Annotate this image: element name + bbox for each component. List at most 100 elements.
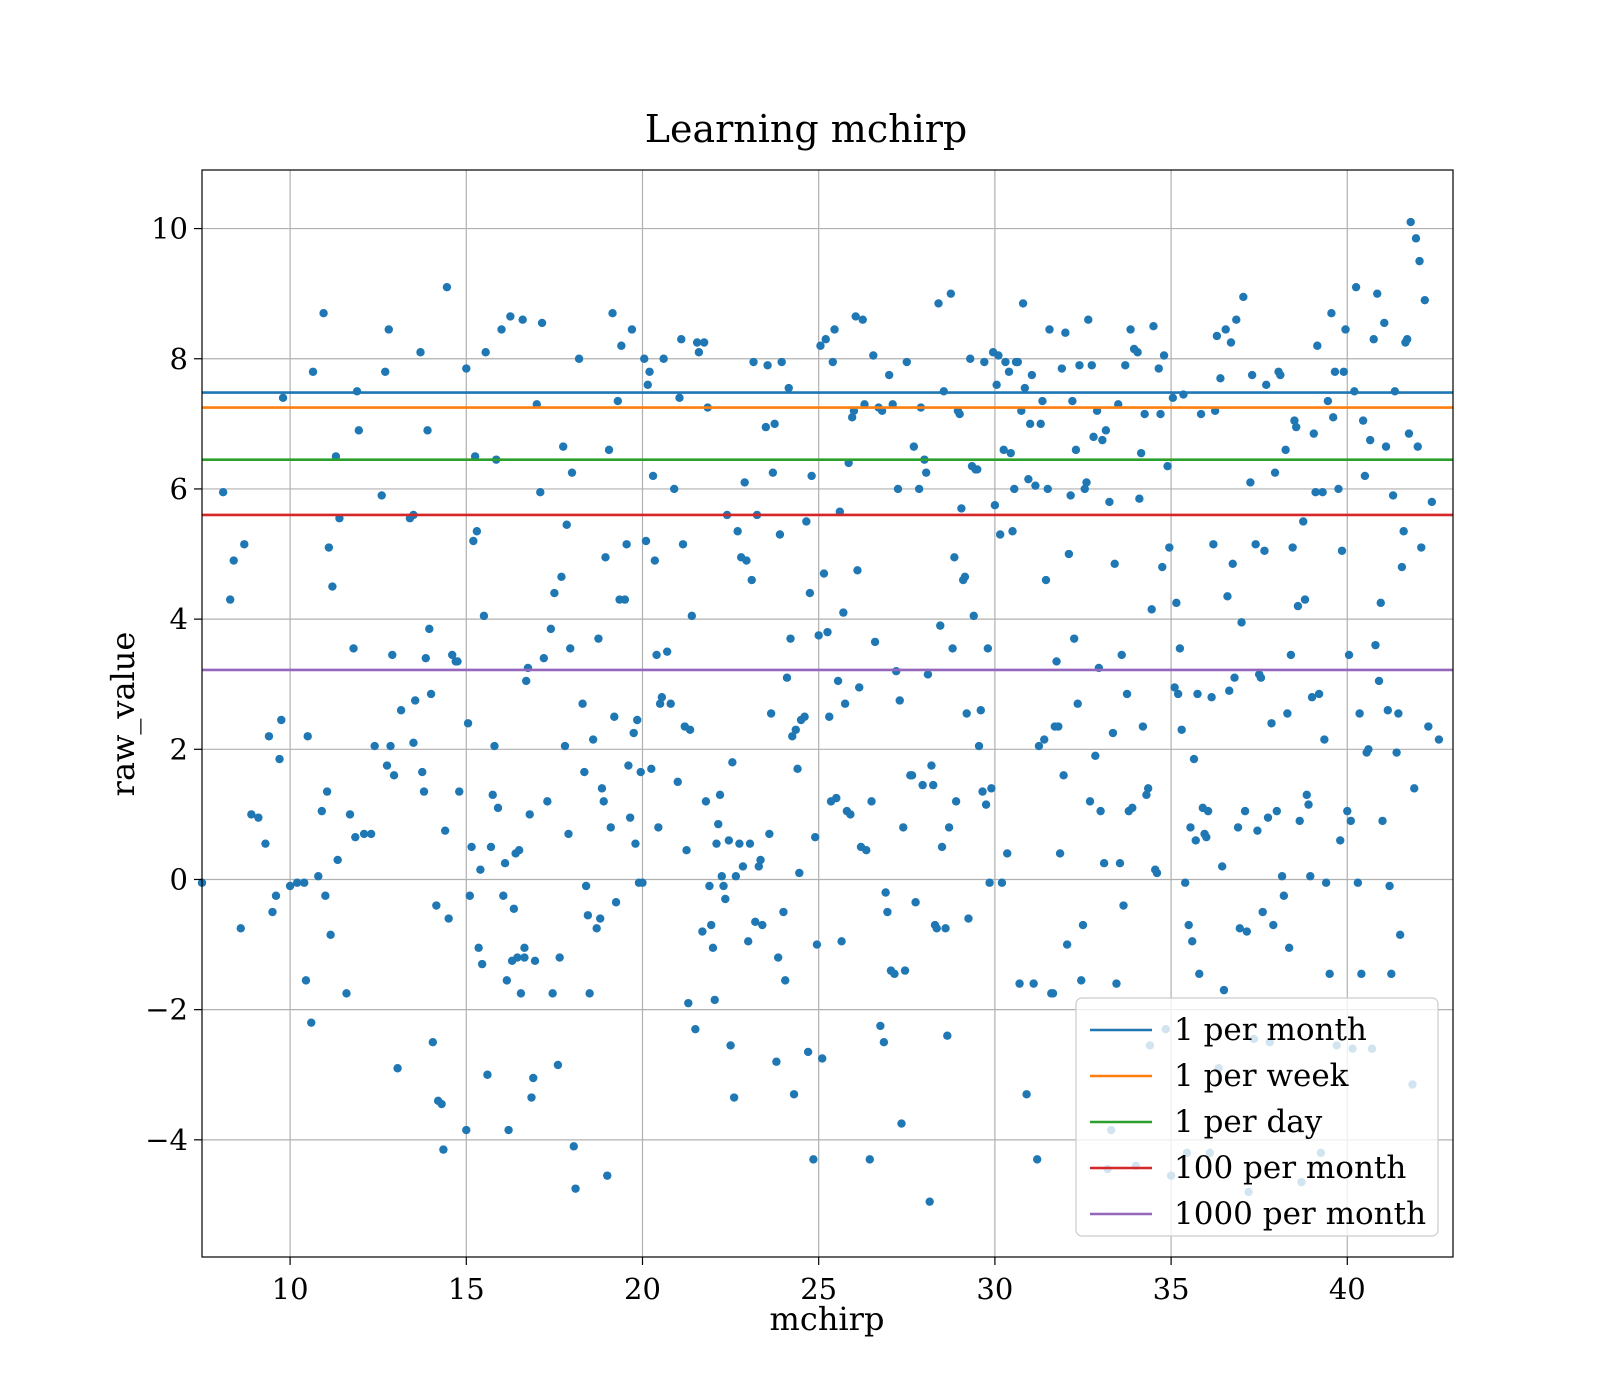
scatter-point	[1034, 741, 1044, 751]
scatter-point	[1417, 543, 1426, 552]
scatter-point	[914, 484, 924, 494]
scatter-point	[666, 699, 675, 708]
scatter-point	[513, 953, 522, 962]
scatter-point	[724, 836, 734, 845]
scatter-point	[322, 787, 332, 796]
scatter-point	[900, 966, 910, 975]
scatter-point	[1110, 559, 1119, 568]
scatter-point	[627, 325, 637, 334]
scatter-point	[303, 732, 312, 741]
x-tick-label: 10	[272, 1272, 309, 1306]
scatter-point	[633, 715, 642, 725]
scatter-point	[761, 422, 771, 432]
scatter-point	[1115, 859, 1125, 868]
scatter-point	[1237, 618, 1246, 627]
x-axis-label: mchirp	[770, 1300, 885, 1338]
legend: 1 per month 1 per week 1 per day 100 per mo…	[1075, 997, 1439, 1237]
scatter-point	[1269, 920, 1278, 930]
scatter-point	[254, 813, 263, 822]
scatter-point	[520, 943, 529, 953]
scatter-point	[980, 357, 989, 367]
scatter-point	[677, 335, 686, 344]
scatter-point	[884, 370, 894, 380]
scatter-point	[1004, 367, 1014, 376]
scatter-point	[488, 790, 497, 800]
scatter-point	[502, 976, 512, 985]
scatter-point	[301, 976, 311, 985]
scatter-point	[943, 1031, 952, 1040]
scatter-point	[1239, 292, 1248, 302]
scatter-point	[907, 771, 917, 780]
scatter-point	[606, 823, 615, 832]
scatter-point	[1006, 448, 1015, 458]
scatter-point	[1434, 735, 1444, 744]
scatter-point	[828, 357, 837, 367]
scatter-point	[592, 924, 601, 933]
scatter-point	[1108, 728, 1118, 738]
scatter-point	[1217, 862, 1227, 871]
scatter-point	[1334, 484, 1343, 494]
scatter-point	[1364, 745, 1373, 754]
scatter-point	[955, 409, 964, 419]
scatter-point	[1394, 709, 1403, 718]
scatter-point	[678, 540, 688, 549]
scatter-point	[782, 673, 792, 682]
scatter-points	[197, 217, 1444, 1206]
threshold-lines	[202, 391, 1453, 672]
scatter-point	[1355, 709, 1364, 718]
scatter-point	[448, 650, 457, 660]
scatter-point	[758, 920, 767, 930]
scatter-point	[779, 907, 788, 917]
scatter-point	[1247, 370, 1257, 380]
scatter-point	[1163, 461, 1172, 471]
scatter-point	[1365, 435, 1375, 445]
scatter-point	[789, 1090, 799, 1099]
legend-box	[1075, 997, 1439, 1237]
scatter-point	[1381, 442, 1391, 451]
scatter-point	[881, 888, 890, 897]
scatter-point	[1219, 985, 1229, 995]
scatter-point	[617, 341, 626, 350]
scatter-point	[707, 920, 716, 930]
y-tick-label: 6	[170, 472, 188, 506]
x-tick-label: 25	[800, 1272, 837, 1306]
scatter-point	[349, 644, 358, 653]
scatter-point	[1272, 806, 1282, 816]
scatter-point	[1306, 872, 1315, 881]
scatter-point	[277, 715, 286, 725]
scatter-point	[580, 767, 589, 777]
scatter-point	[620, 595, 630, 604]
scatter-point	[1336, 836, 1345, 845]
scatter-point	[976, 706, 985, 715]
x-tick-label: 30	[976, 1272, 1013, 1306]
scatter-point	[1318, 487, 1327, 497]
scatter-point	[810, 832, 820, 842]
scatter-point	[751, 917, 760, 926]
scatter-point	[514, 845, 524, 855]
scatter-point	[536, 487, 545, 497]
legend-label: 1 per day	[1174, 1104, 1323, 1140]
scatter-point	[1191, 836, 1200, 845]
scatter-point	[229, 556, 238, 565]
scatter-point	[1288, 543, 1297, 552]
scatter-point	[650, 556, 660, 565]
scatter-point	[1395, 930, 1405, 940]
scatter-point	[950, 553, 959, 562]
scatter-point	[768, 468, 778, 477]
scatter-point	[599, 797, 608, 806]
scatter-point	[1263, 813, 1273, 822]
scatter-point	[990, 501, 1000, 510]
scatter-point	[462, 364, 471, 373]
scatter-point	[918, 780, 927, 790]
scatter-point	[1147, 605, 1156, 614]
scatter-point	[560, 741, 570, 751]
scatter-point	[546, 624, 556, 634]
scatter-point	[997, 878, 1007, 887]
scatter-point	[1122, 689, 1132, 699]
scatter-point	[499, 891, 508, 900]
scatter-point	[994, 351, 1003, 360]
scatter-point	[1383, 706, 1393, 715]
scatter-point	[604, 445, 614, 455]
scatter-point	[1406, 217, 1415, 227]
